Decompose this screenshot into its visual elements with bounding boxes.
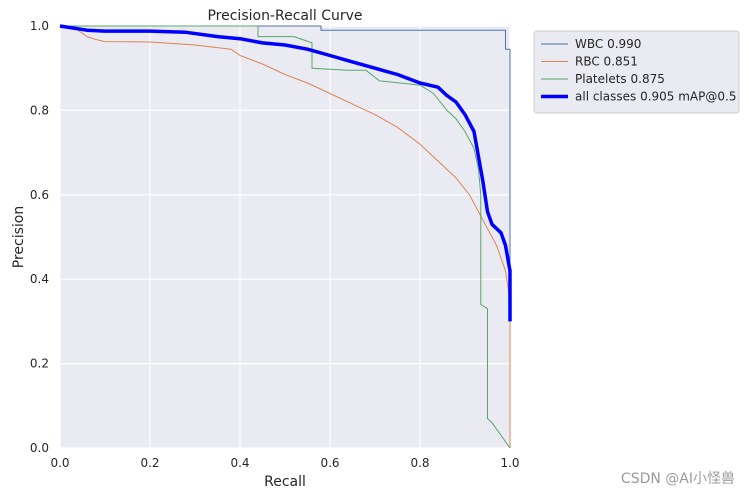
- x-tick-label: 0.8: [410, 456, 429, 470]
- legend: WBC 0.990 RBC 0.851 Platelets 0.875 all cla…: [533, 30, 740, 114]
- y-tick-label: 0.6: [30, 188, 49, 202]
- x-tick-label: 0.6: [320, 456, 339, 470]
- legend-label: Platelets 0.875: [575, 72, 665, 86]
- y-axis-title: Precision: [11, 206, 27, 268]
- watermark-text: CSDN @AI小怪兽: [620, 471, 735, 487]
- tick-labels: 0.0 0.2 0.4 0.6 0.8 1.0 0.0 0.2 0.4 0.6 0.8 1.0: [30, 19, 520, 470]
- chart-title: Precision-Recall Curve: [207, 8, 362, 24]
- legend-box: [533, 30, 740, 114]
- y-tick-label: 0.0: [30, 441, 49, 455]
- x-tick-label: 0.2: [140, 456, 159, 470]
- x-tick-label: 0.4: [230, 456, 249, 470]
- series-lines: [59, 24, 512, 449]
- y-tick-label: 0.4: [30, 272, 49, 286]
- series-line-2: [59, 25, 511, 448]
- y-tick-label: 0.8: [30, 103, 49, 117]
- x-tick-label: 1.0: [500, 456, 519, 470]
- grid: [59, 25, 511, 449]
- y-tick-label: 1.0: [30, 19, 49, 33]
- x-axis-title: Recall: [264, 474, 306, 490]
- legend-label: all classes 0.905 mAP@0.5: [575, 90, 736, 104]
- series-line-3: [60, 25, 511, 449]
- plot-background: [60, 26, 510, 448]
- legend-label: WBC 0.990: [575, 37, 641, 51]
- x-tick-label: 0.0: [50, 456, 69, 470]
- legend-label: RBC 0.851: [575, 55, 638, 69]
- series-line-4: [59, 24, 512, 322]
- series-line-1: [60, 25, 511, 448]
- y-tick-label: 0.2: [30, 357, 49, 371]
